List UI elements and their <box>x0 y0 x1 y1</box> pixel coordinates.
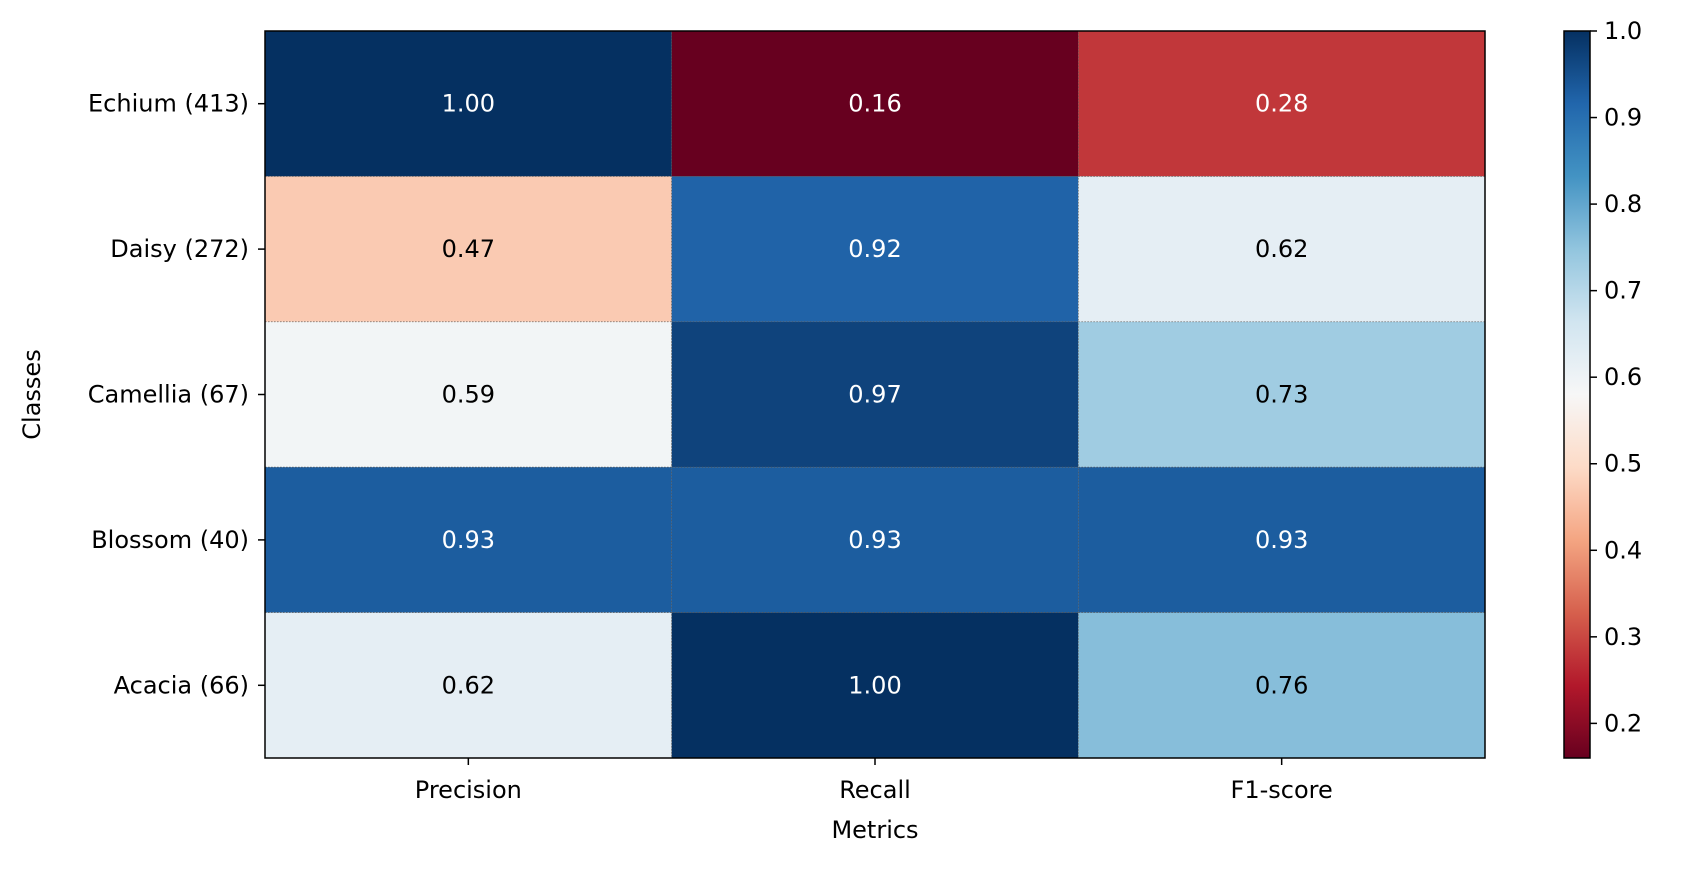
cell-value-label: 0.76 <box>1255 671 1308 699</box>
colorbar-tick-label: 0.3 <box>1604 623 1642 651</box>
heatmap-cell <box>1078 30 1486 177</box>
heatmap-cell <box>1078 612 1486 759</box>
colorbar-tick-label: 0.7 <box>1604 277 1642 305</box>
y-tick-label: Acacia (66) <box>114 671 249 699</box>
cell-value-label: 0.93 <box>848 526 901 554</box>
cell-value-label: 1.00 <box>848 671 901 699</box>
cell-value-label: 0.62 <box>1255 235 1308 263</box>
colorbar-tick-label: 0.4 <box>1604 536 1642 564</box>
heatmap-cell <box>1078 176 1486 323</box>
heatmap-cell <box>264 176 672 323</box>
heatmap-cell <box>671 176 1079 323</box>
x-tick-label: Recall <box>839 776 911 804</box>
cell-value-label: 0.62 <box>442 671 495 699</box>
y-tick-label: Camellia (67) <box>88 381 249 409</box>
x-tick-label: Precision <box>415 776 522 804</box>
colorbar-tick-label: 0.8 <box>1604 190 1642 218</box>
y-tick-label: Echium (413) <box>88 90 249 118</box>
y-tick-label: Daisy (272) <box>110 235 249 263</box>
cell-value-label: 1.00 <box>442 90 495 118</box>
cell-value-label: 0.16 <box>848 90 901 118</box>
cell-value-label: 0.93 <box>1255 526 1308 554</box>
heatmap-cell <box>264 30 672 177</box>
cell-value-label: 0.59 <box>442 381 495 409</box>
x-tick-label: F1-score <box>1231 776 1333 804</box>
heatmap-cell <box>264 321 672 468</box>
cell-value-label: 0.47 <box>442 235 495 263</box>
colorbar-tick-label: 0.2 <box>1604 709 1642 737</box>
heatmap-cell <box>264 612 672 759</box>
colorbar <box>1563 30 1591 759</box>
heatmap-cell <box>671 612 1079 759</box>
y-tick-label: Blossom (40) <box>91 526 249 554</box>
heatmap-cell <box>264 466 672 613</box>
heatmap-cell <box>671 30 1079 177</box>
cell-value-label: 0.28 <box>1255 90 1308 118</box>
cell-value-label: 0.93 <box>442 526 495 554</box>
colorbar-tick-label: 0.6 <box>1604 363 1642 391</box>
colorbar-tick-label: 0.9 <box>1604 104 1642 132</box>
cell-value-label: 0.97 <box>848 381 901 409</box>
cell-value-label: 0.92 <box>848 235 901 263</box>
heatmap-cell <box>1078 321 1486 468</box>
x-axis-label: Metrics <box>831 816 918 844</box>
heatmap-cell <box>671 321 1079 468</box>
colorbar-tick-label: 1.0 <box>1604 17 1642 45</box>
heatmap-cell <box>671 466 1079 613</box>
cell-value-label: 0.73 <box>1255 381 1308 409</box>
heatmap-cell <box>1078 466 1486 613</box>
colorbar-tick-label: 0.5 <box>1604 450 1642 478</box>
y-axis-label: Classes <box>18 349 46 439</box>
